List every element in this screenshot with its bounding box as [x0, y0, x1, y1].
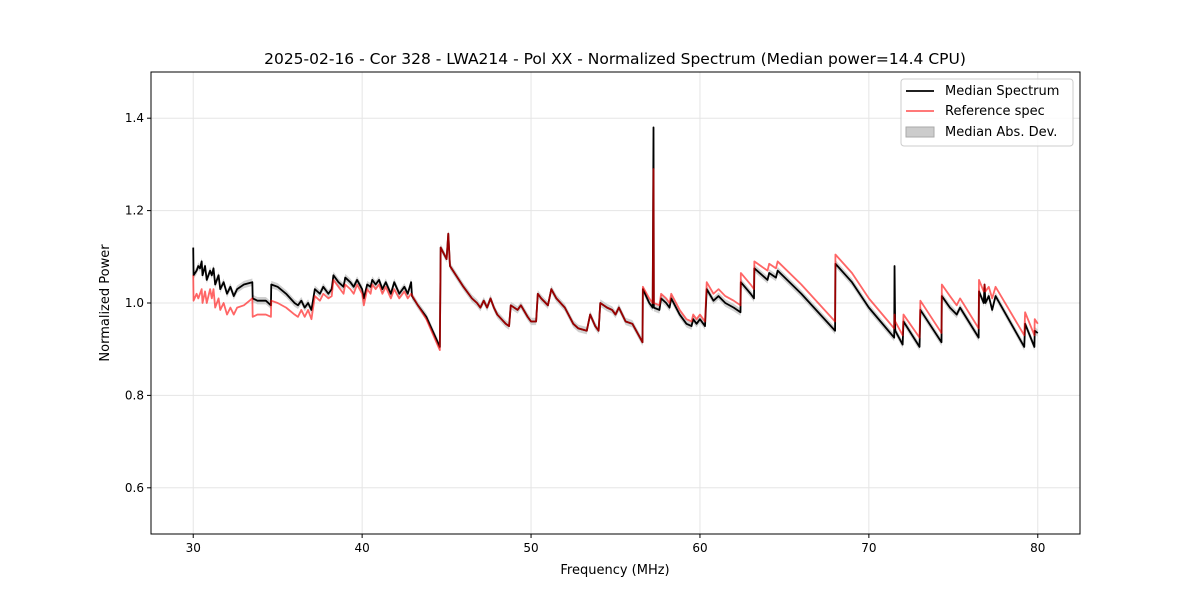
- plot-frame: [150, 71, 1081, 535]
- y-axis-label: Normalized Power: [98, 244, 113, 362]
- series-group: [192, 123, 1039, 352]
- x-tick-label: 80: [1030, 541, 1045, 555]
- legend-mad-swatch: [905, 126, 935, 138]
- x-tick-label: 60: [692, 541, 707, 555]
- x-axis-label: Frequency (MHz): [560, 563, 669, 578]
- x-tick-label: 40: [354, 541, 369, 555]
- x-tick-label: 30: [186, 541, 201, 555]
- y-tick-label: 1.2: [125, 204, 144, 218]
- x-axis-ticks: 30 40 50 60 70 80: [186, 534, 1045, 555]
- reference-spectrum-line: [192, 168, 1039, 352]
- y-tick-label: 0.8: [125, 388, 144, 402]
- x-tick-label: 50: [523, 541, 538, 555]
- legend: Median Spectrum Reference spec Median Ab…: [900, 78, 1074, 147]
- chart-title: 2025-02-16 - Cor 328 - LWA214 - Pol XX -…: [264, 50, 966, 68]
- legend-box: [900, 78, 1074, 147]
- y-tick-label: 0.6: [125, 481, 144, 495]
- x-tick-label: 70: [861, 541, 876, 555]
- y-tick-label: 1.4: [125, 111, 144, 125]
- legend-mad-label: Median Abs. Dev.: [945, 125, 1057, 140]
- legend-reference-label: Reference spec: [945, 104, 1045, 119]
- legend-median-label: Median Spectrum: [945, 84, 1059, 99]
- y-tick-label: 1.0: [125, 296, 144, 310]
- y-axis-ticks: 0.6 0.8 1.0 1.2 1.4: [125, 111, 151, 495]
